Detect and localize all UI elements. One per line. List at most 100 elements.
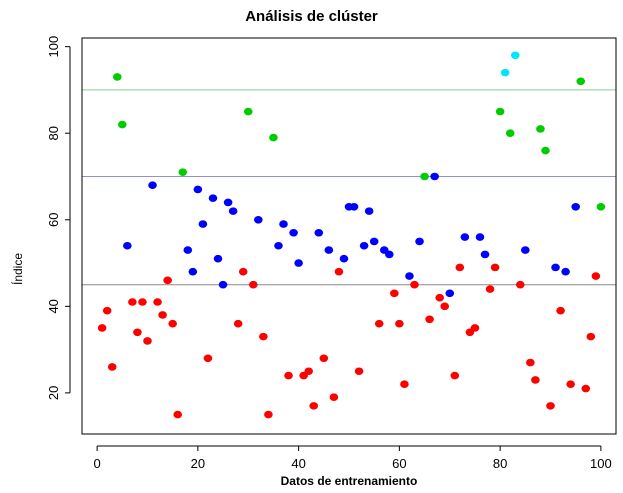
data-point <box>123 241 132 250</box>
data-point <box>248 280 258 289</box>
data-point <box>571 202 580 211</box>
data-point <box>319 354 329 363</box>
data-point <box>485 285 495 293</box>
y-tick-label: 60 <box>46 213 61 227</box>
data-point <box>480 250 490 259</box>
data-point <box>400 380 409 389</box>
data-point <box>510 51 520 60</box>
data-point <box>128 298 137 306</box>
data-point <box>354 367 364 376</box>
data-point <box>435 293 444 302</box>
data-point <box>102 306 112 315</box>
data-point <box>279 220 288 228</box>
data-point <box>596 202 606 211</box>
data-point <box>460 233 470 241</box>
data-point <box>203 354 213 363</box>
data-point <box>515 280 525 289</box>
data-point <box>551 263 560 272</box>
data-point <box>148 181 157 189</box>
y-tick-label: 20 <box>46 386 61 400</box>
data-point <box>415 237 424 246</box>
data-point <box>168 319 177 328</box>
data-point <box>405 272 414 280</box>
data-point <box>334 267 344 276</box>
data-point <box>269 133 278 142</box>
x-axis-label: Datos de entrenamiento <box>280 474 418 488</box>
data-point <box>576 77 586 86</box>
data-point <box>566 380 575 389</box>
data-point <box>420 172 429 181</box>
data-point <box>339 254 349 263</box>
data-point <box>470 324 480 332</box>
data-point <box>198 220 208 228</box>
data-point <box>556 306 565 315</box>
data-point <box>425 315 434 324</box>
data-point <box>259 332 268 341</box>
data-point <box>526 358 535 367</box>
data-point <box>143 337 152 345</box>
data-point <box>264 410 273 419</box>
data-point <box>395 319 404 328</box>
data-point <box>173 410 183 419</box>
data-point <box>445 289 455 298</box>
data-point <box>188 267 198 276</box>
data-point <box>304 367 313 376</box>
data-point <box>223 198 233 207</box>
data-point <box>364 207 374 215</box>
data-point <box>430 172 439 181</box>
data-point <box>213 254 223 263</box>
data-point <box>440 302 450 311</box>
x-tick-label: 40 <box>291 456 305 471</box>
y-tick-label: 80 <box>46 126 61 140</box>
data-point <box>410 280 419 289</box>
data-point <box>541 146 550 155</box>
data-point <box>490 263 500 272</box>
plot-frame <box>81 37 617 435</box>
data-point <box>561 267 570 276</box>
data-point <box>274 241 283 250</box>
data-point <box>138 298 147 306</box>
data-point <box>495 107 505 116</box>
data-point <box>309 402 319 410</box>
x-tick-label: 100 <box>590 456 612 471</box>
data-point <box>531 376 540 384</box>
data-point <box>329 393 339 402</box>
data-point <box>183 246 193 254</box>
data-point <box>254 215 263 224</box>
data-point <box>233 319 243 328</box>
data-point <box>455 263 465 272</box>
data-point <box>581 384 591 393</box>
data-point <box>193 185 203 194</box>
data-point <box>586 332 596 341</box>
data-point <box>133 328 142 337</box>
x-tick-label: 60 <box>392 456 406 471</box>
x-tick-label: 80 <box>493 456 507 471</box>
y-tick-label: 40 <box>46 299 61 313</box>
data-point <box>228 207 238 215</box>
data-point <box>118 120 127 129</box>
data-point <box>521 246 530 254</box>
data-point <box>158 311 167 319</box>
chart-title: Análisis de clúster <box>245 8 378 25</box>
data-point <box>450 371 460 380</box>
data-point <box>324 246 334 254</box>
data-point <box>500 68 510 77</box>
data-point <box>359 241 369 250</box>
data-point <box>243 107 253 116</box>
y-tick-label: 100 <box>46 36 61 58</box>
data-point <box>475 233 485 241</box>
data-point <box>208 194 218 202</box>
data-point <box>178 168 188 176</box>
data-point <box>369 237 379 246</box>
data-point <box>591 272 601 280</box>
x-tick-label: 20 <box>191 456 205 471</box>
data-point <box>349 202 359 211</box>
data-point <box>153 298 162 306</box>
data-point <box>546 402 555 410</box>
data-point <box>218 280 228 289</box>
data-point <box>163 276 172 285</box>
data-point <box>238 267 248 276</box>
x-tick-label: 0 <box>93 456 100 471</box>
data-point <box>97 324 107 332</box>
